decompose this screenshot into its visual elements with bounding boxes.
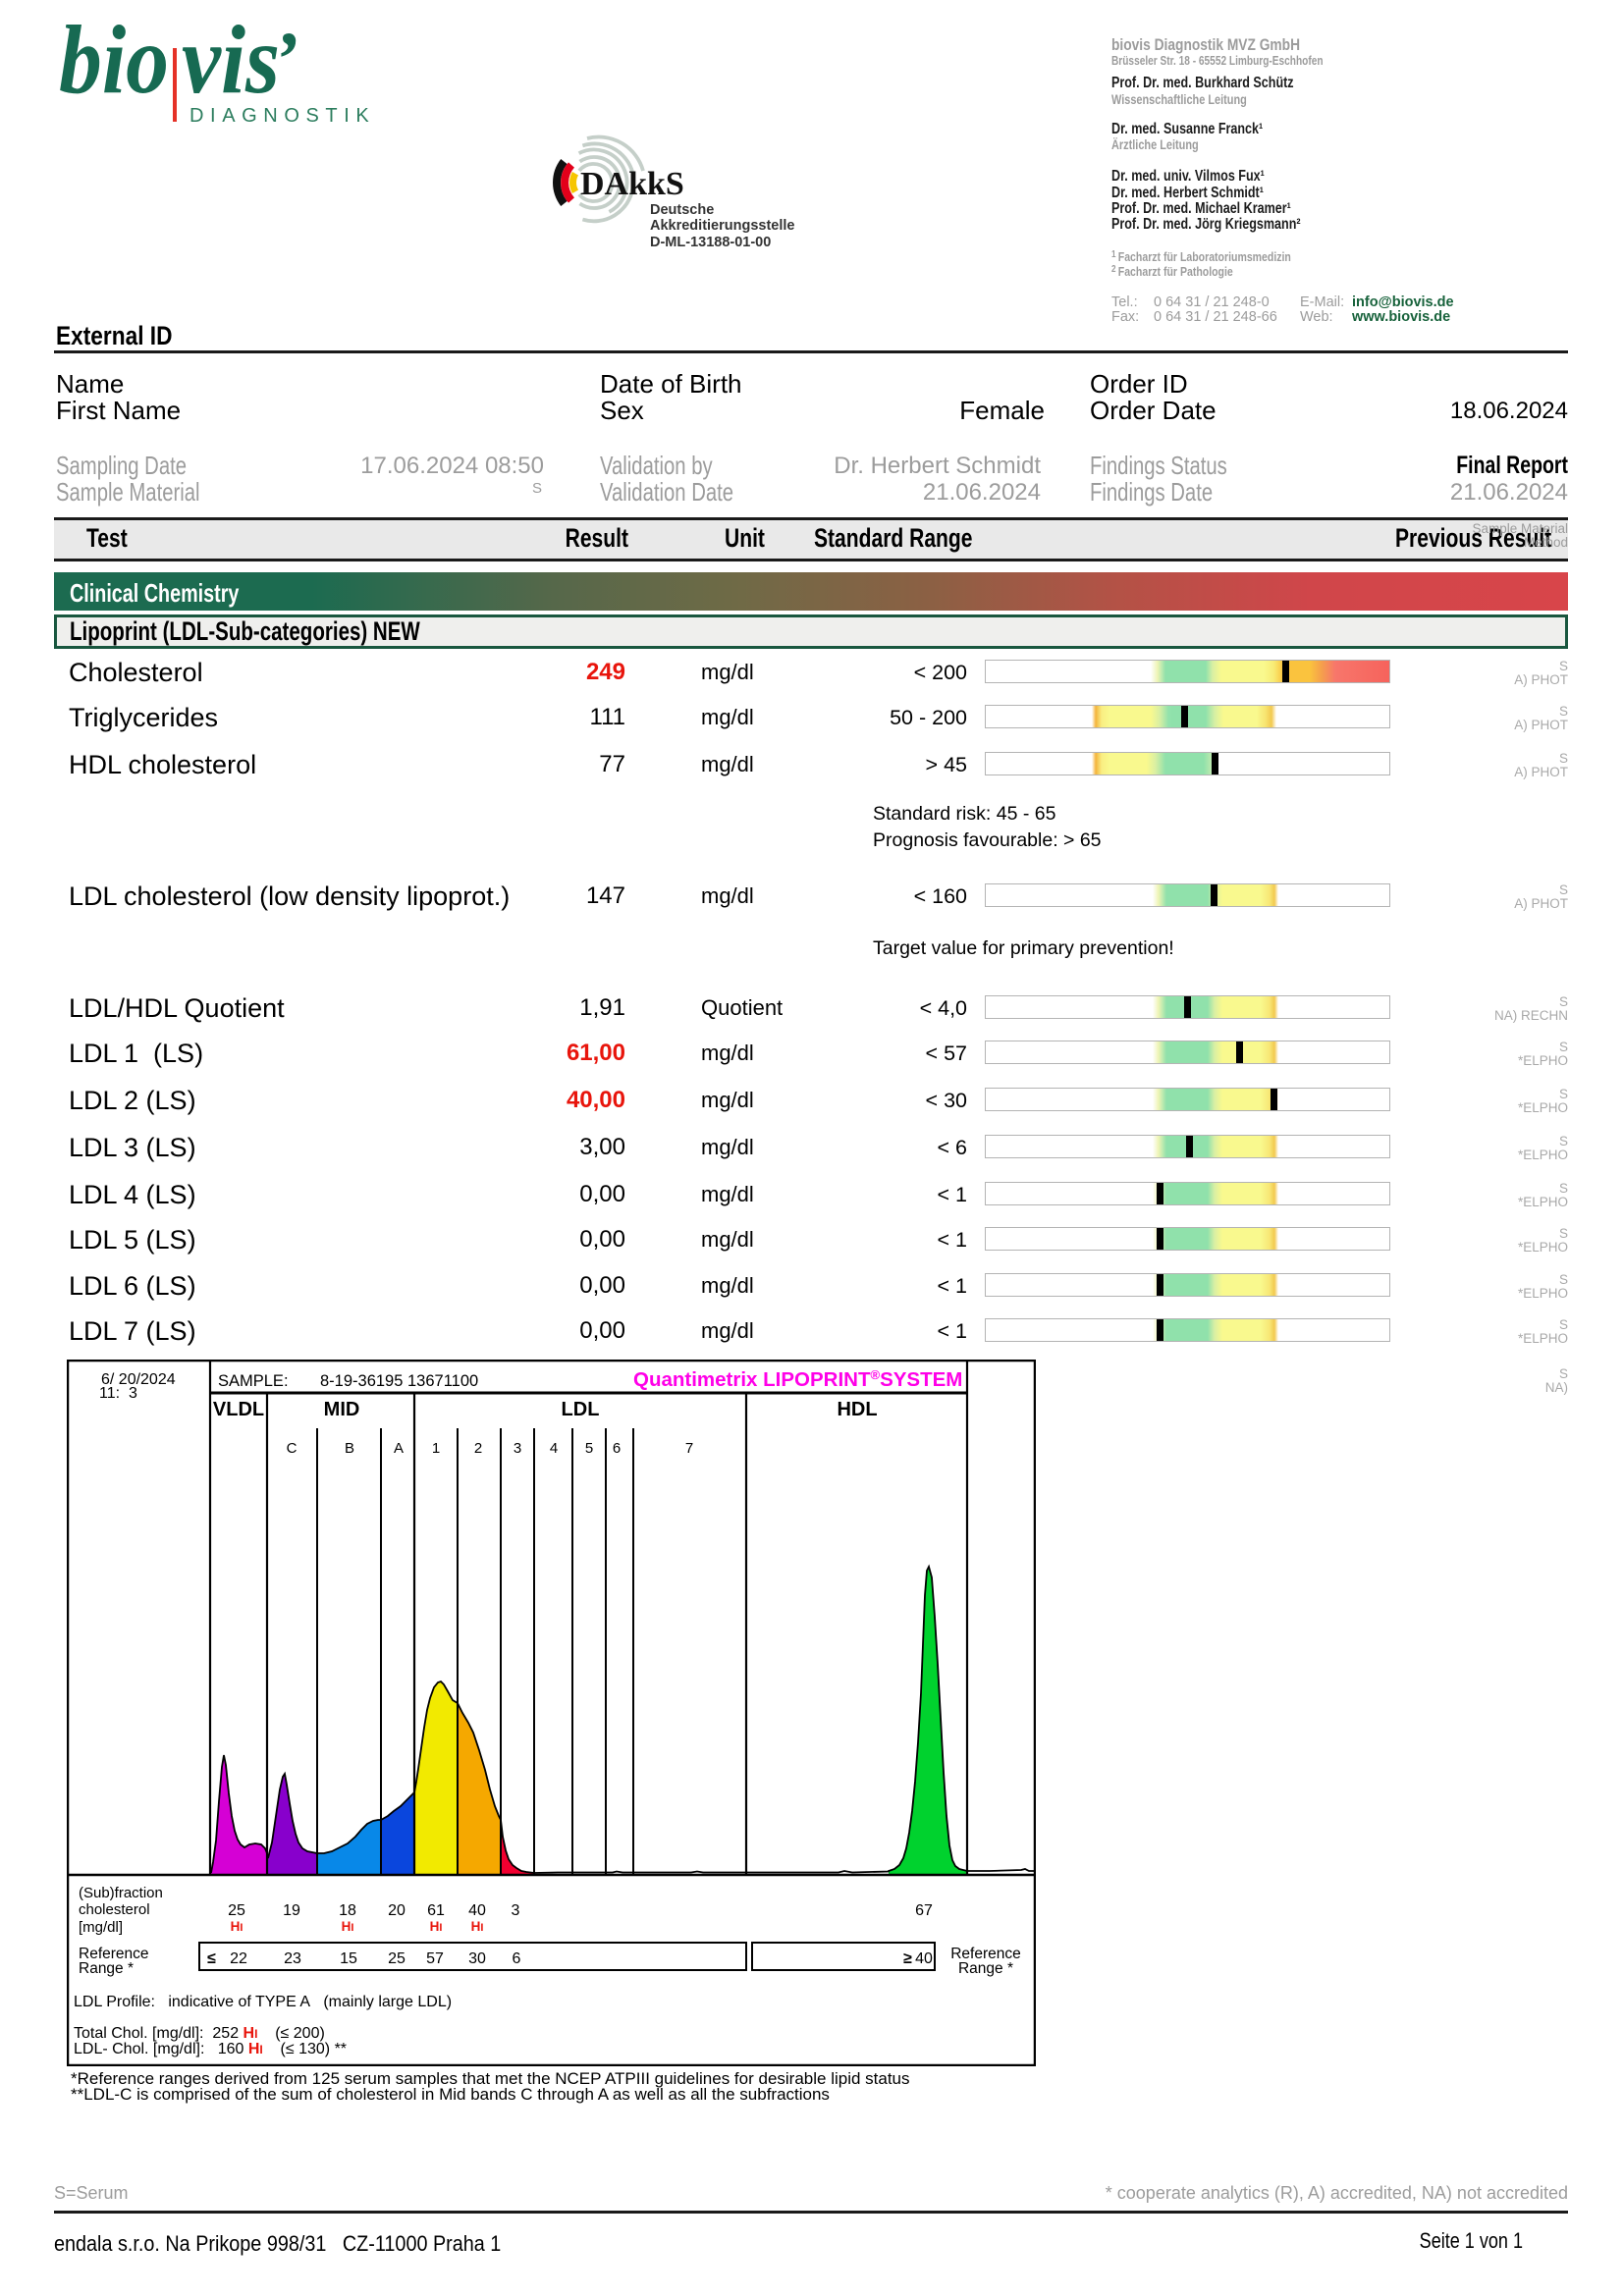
svg-text:Quantimetrix LIPOPRINT®SYSTEM: Quantimetrix LIPOPRINT®SYSTEM — [633, 1367, 962, 1391]
svg-text:25: 25 — [388, 1950, 406, 1967]
svg-text:VLDL: VLDL — [213, 1399, 264, 1420]
svg-text:23: 23 — [284, 1950, 301, 1967]
svg-text:MID: MID — [324, 1399, 360, 1420]
svg-text:[mg/dl]: [mg/dl] — [79, 1919, 123, 1936]
svg-text:Akkreditierungsstelle: Akkreditierungsstelle — [650, 218, 794, 234]
svg-text:57: 57 — [426, 1950, 444, 1967]
svg-text:LDL- Chol. [mg/dl]: 160 HI: LDL- Chol. [mg/dl]: 160 HI (≤ 130) ** — [74, 2041, 347, 2057]
svg-text:11: 3: 11: 3 — [99, 1385, 137, 1402]
svg-text:61: 61 — [427, 1902, 445, 1919]
svg-text:18: 18 — [339, 1902, 356, 1919]
svg-text:B: B — [345, 1440, 354, 1457]
svg-text:19: 19 — [283, 1902, 300, 1919]
svg-text:LDL Profile: indicative of T: LDL Profile: indicative of TYPE A (mainl… — [74, 1994, 452, 2010]
svg-text:3: 3 — [512, 1902, 520, 1919]
svg-text:HI: HI — [342, 1919, 354, 1934]
svg-text:3: 3 — [514, 1440, 521, 1457]
svg-text:HI: HI — [231, 1919, 243, 1934]
svg-text:C: C — [287, 1440, 298, 1457]
svg-text:6: 6 — [513, 1950, 521, 1967]
svg-text:’: ’ — [273, 16, 298, 101]
svg-text:20: 20 — [388, 1902, 406, 1919]
svg-text:DIAGNOSTIK: DIAGNOSTIK — [189, 105, 375, 127]
svg-text:bio: bio — [59, 5, 169, 114]
svg-text:Range *: Range * — [958, 1960, 1013, 1977]
svg-text:≥: ≥ — [903, 1950, 912, 1967]
svg-text:HI: HI — [471, 1919, 484, 1934]
svg-text:15: 15 — [340, 1950, 357, 1967]
svg-text:SAMPLE:: SAMPLE: — [218, 1372, 289, 1390]
svg-text:HI: HI — [430, 1919, 443, 1934]
svg-text:Range *: Range * — [79, 1960, 134, 1977]
svg-text:D-ML-13188-01-00: D-ML-13188-01-00 — [650, 235, 771, 250]
svg-text:6: 6 — [613, 1440, 621, 1457]
svg-text:40: 40 — [468, 1902, 486, 1919]
svg-text:DAkkS: DAkkS — [580, 166, 684, 202]
svg-text:A: A — [394, 1440, 404, 1457]
svg-text:5: 5 — [585, 1440, 593, 1457]
svg-text:2: 2 — [474, 1440, 482, 1457]
svg-text:Deutsche: Deutsche — [650, 202, 714, 218]
svg-text:(Sub)fraction: (Sub)fraction — [79, 1885, 163, 1901]
svg-text:7: 7 — [685, 1440, 693, 1457]
svg-text:Total Chol. [mg/dl]: 252 HI: Total Chol. [mg/dl]: 252 HI (≤ 200) — [74, 2025, 325, 2042]
svg-text:Reference: Reference — [950, 1946, 1021, 1962]
svg-text:30: 30 — [468, 1950, 486, 1967]
svg-text:40: 40 — [915, 1950, 933, 1967]
svg-text:1: 1 — [432, 1440, 440, 1457]
svg-text:67: 67 — [915, 1902, 933, 1919]
svg-text:HDL: HDL — [837, 1399, 877, 1420]
svg-text:vis: vis — [182, 5, 280, 114]
svg-text:22: 22 — [230, 1950, 247, 1967]
svg-text:6/ 20/2024: 6/ 20/2024 — [101, 1371, 176, 1388]
svg-text:8-19-36195 13671100: 8-19-36195 13671100 — [320, 1372, 478, 1390]
svg-text:25: 25 — [228, 1902, 245, 1919]
svg-text:cholesterol: cholesterol — [79, 1901, 150, 1918]
svg-text:LDL: LDL — [562, 1399, 600, 1420]
svg-text:Reference: Reference — [79, 1946, 149, 1962]
svg-text:≤: ≤ — [207, 1950, 216, 1967]
svg-text:4: 4 — [550, 1440, 558, 1457]
